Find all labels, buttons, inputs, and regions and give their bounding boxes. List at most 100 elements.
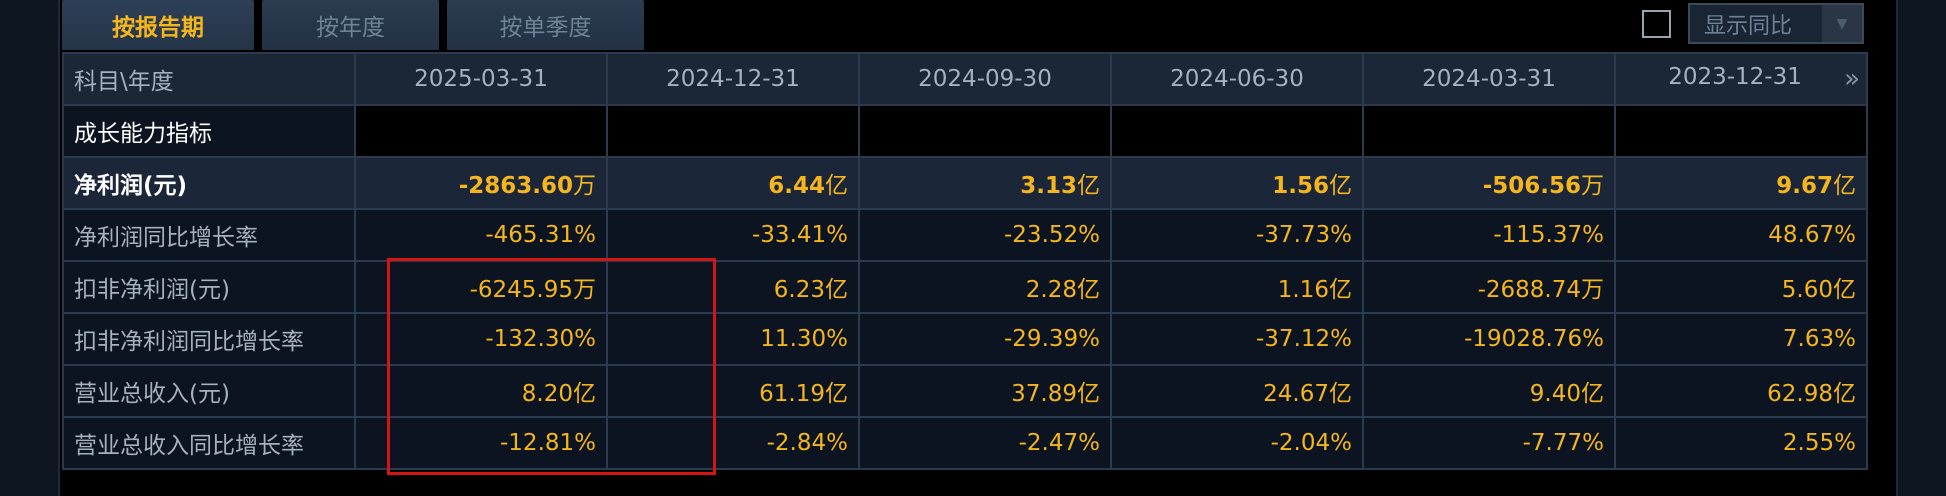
value-cell: 11.30% — [606, 312, 860, 366]
row-label[interactable]: 营业总收入(元) — [62, 364, 356, 418]
value-number: -33.41% — [752, 222, 848, 248]
value-number: -465.31% — [485, 222, 596, 248]
value-cell: -465.31% — [354, 208, 608, 262]
value-unit: 亿 — [1833, 173, 1856, 199]
value-number: -2.04% — [1270, 430, 1352, 456]
double-chevron-right-icon[interactable]: » — [1844, 64, 1860, 94]
financial-table: 科目\年度 2025-03-31 2024-12-31 2024-09-30 2… — [62, 52, 1868, 470]
date-header: 2023-12-31 » — [1614, 52, 1868, 106]
value-unit: 亿 — [1077, 173, 1100, 199]
value-cell: 37.89亿 — [858, 364, 1112, 418]
date-header: 2024-12-31 — [606, 52, 860, 106]
value-cell: -2688.74万 — [1362, 260, 1616, 314]
value-cell: 9.40亿 — [1362, 364, 1616, 418]
value-number: 61.19 — [759, 381, 825, 407]
value-unit: 亿 — [1329, 173, 1352, 199]
show-yoy-label: 显示同比 — [1704, 13, 1793, 39]
value-number: -12.81% — [500, 430, 596, 456]
value-cell: -37.12% — [1110, 312, 1364, 366]
value-unit: 亿 — [825, 173, 848, 199]
value-cell: -37.73% — [1110, 208, 1364, 262]
value-cell: 2.28亿 — [858, 260, 1112, 314]
value-number: 24.67 — [1263, 381, 1329, 407]
value-number: 9.67 — [1776, 173, 1833, 199]
value-number: -2688.74 — [1477, 277, 1581, 303]
value-unit: 亿 — [1329, 381, 1352, 407]
value-number: 37.89 — [1011, 381, 1077, 407]
row-label[interactable]: 扣非净利润同比增长率 — [62, 312, 356, 366]
value-number: 1.56 — [1272, 173, 1329, 199]
value-cell: 1.16亿 — [1110, 260, 1364, 314]
value-unit: 亿 — [1329, 277, 1352, 303]
value-cell: 2.55% — [1614, 416, 1868, 470]
value-number: 9.40 — [1529, 381, 1581, 407]
period-tabs: 按报告期 按年度 按单季度 — [62, 0, 644, 50]
table-row: 营业总收入(元) 8.20亿 61.19亿 37.89亿 24.67亿 9.40亿 62.9… — [62, 364, 1868, 418]
value-number: -2863.60 — [458, 173, 573, 199]
value-unit: 亿 — [1077, 277, 1100, 303]
value-cell: 9.67亿 — [1614, 156, 1868, 210]
value-cell: -2863.60万 — [354, 156, 608, 210]
value-number: 5.60 — [1781, 277, 1833, 303]
value-cell: 61.19亿 — [606, 364, 860, 418]
value-cell: 62.98亿 — [1614, 364, 1868, 418]
value-cell: 7.63% — [1614, 312, 1868, 366]
value-number: 6.44 — [768, 173, 825, 199]
value-number: 11.30% — [760, 326, 848, 352]
row-label[interactable]: 扣非净利润(元) — [62, 260, 356, 314]
value-number: 2.55% — [1782, 430, 1856, 456]
value-cell: -19028.76% — [1362, 312, 1616, 366]
section-row: 成长能力指标 — [62, 104, 1868, 158]
empty-cell — [606, 104, 860, 158]
value-cell: 3.13亿 — [858, 156, 1112, 210]
value-unit: 万 — [573, 277, 596, 303]
value-number: 3.13 — [1020, 173, 1077, 199]
value-number: -115.37% — [1493, 222, 1604, 248]
value-unit: 亿 — [1077, 381, 1100, 407]
value-cell: 1.56亿 — [1110, 156, 1364, 210]
value-number: -29.39% — [1004, 326, 1100, 352]
row-label[interactable]: 净利润(元) — [62, 156, 356, 210]
value-number: 2.28 — [1025, 277, 1077, 303]
value-cell: -7.77% — [1362, 416, 1616, 470]
empty-cell — [1614, 104, 1868, 158]
tab-annual[interactable]: 按年度 — [262, 0, 439, 50]
value-cell: -2.04% — [1110, 416, 1364, 470]
date-header: 2025-03-31 — [354, 52, 608, 106]
value-cell: 48.67% — [1614, 208, 1868, 262]
header-row: 科目\年度 2025-03-31 2024-12-31 2024-09-30 2… — [62, 52, 1868, 106]
value-cell: -2.84% — [606, 416, 860, 470]
value-unit: 亿 — [1833, 381, 1856, 407]
tab-report-period[interactable]: 按报告期 — [62, 0, 254, 50]
value-cell: -506.56万 — [1362, 156, 1616, 210]
value-number: -6245.95 — [469, 277, 573, 303]
value-unit: 亿 — [573, 381, 596, 407]
date-header-text: 2023-12-31 — [1668, 64, 1802, 90]
value-number: -37.73% — [1256, 222, 1352, 248]
date-header: 2024-03-31 — [1362, 52, 1616, 106]
value-number: -7.77% — [1522, 430, 1604, 456]
value-number: 7.63% — [1782, 326, 1856, 352]
tab-single-quarter[interactable]: 按单季度 — [447, 0, 644, 50]
date-header: 2024-09-30 — [858, 52, 1112, 106]
empty-cell — [1362, 104, 1616, 158]
value-cell: 24.67亿 — [1110, 364, 1364, 418]
show-yoy-dropdown[interactable]: 显示同比 ▼ — [1688, 3, 1864, 44]
value-number: -2.84% — [766, 430, 848, 456]
section-title: 成长能力指标 — [62, 104, 356, 158]
value-number: 6.23 — [773, 277, 825, 303]
value-number: 62.98 — [1767, 381, 1833, 407]
row-label[interactable]: 净利润同比增长率 — [62, 208, 356, 262]
show-yoy-checkbox[interactable] — [1642, 10, 1671, 38]
table-row: 扣非净利润(元) -6245.95万 6.23亿 2.28亿 1.16亿 -2688.74… — [62, 260, 1868, 314]
empty-cell — [354, 104, 608, 158]
value-cell: -12.81% — [354, 416, 608, 470]
chevron-down-icon[interactable]: ▼ — [1822, 5, 1862, 42]
value-number: -23.52% — [1004, 222, 1100, 248]
value-cell: -29.39% — [858, 312, 1112, 366]
value-unit: 亿 — [1581, 381, 1604, 407]
empty-cell — [858, 104, 1112, 158]
row-label[interactable]: 营业总收入同比增长率 — [62, 416, 356, 470]
value-cell: 5.60亿 — [1614, 260, 1868, 314]
value-number: 1.16 — [1277, 277, 1329, 303]
